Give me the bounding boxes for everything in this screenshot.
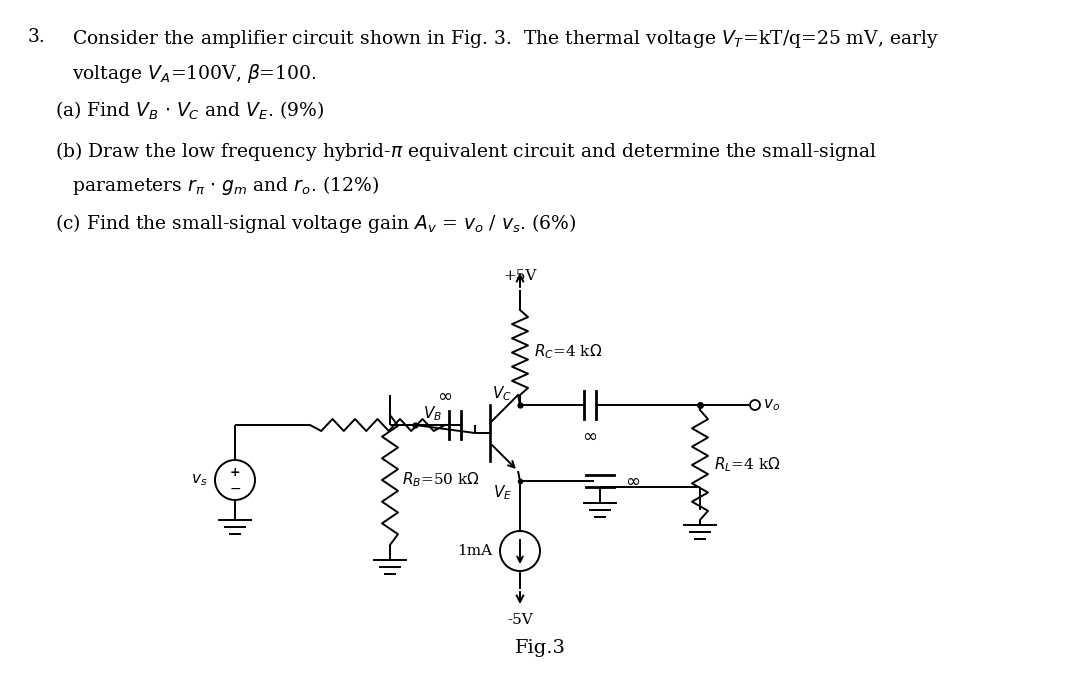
Text: $\infty$: $\infty$ bbox=[625, 472, 640, 490]
Text: (b) Draw the low frequency hybrid-$\pi$ equivalent circuit and determine the sma: (b) Draw the low frequency hybrid-$\pi$ … bbox=[55, 140, 877, 163]
Text: $\infty$: $\infty$ bbox=[437, 387, 453, 405]
Text: Consider the amplifier circuit shown in Fig. 3.  The thermal voltage $V_T$=kT/q=: Consider the amplifier circuit shown in … bbox=[72, 28, 939, 50]
Text: Fig.3: Fig.3 bbox=[514, 639, 566, 657]
Text: $V_B$: $V_B$ bbox=[423, 404, 442, 423]
Text: 3.: 3. bbox=[28, 28, 45, 46]
Text: $\infty$: $\infty$ bbox=[582, 427, 597, 445]
Text: +5V: +5V bbox=[503, 269, 537, 283]
Text: 1mA: 1mA bbox=[457, 544, 492, 558]
Text: $v_s$: $v_s$ bbox=[191, 472, 207, 488]
Text: +: + bbox=[230, 466, 241, 479]
Text: (c) Find the small-signal voltage gain $A_v$ = $v_o$ / $v_s$. (6%): (c) Find the small-signal voltage gain $… bbox=[55, 212, 577, 235]
Text: -5V: -5V bbox=[508, 613, 532, 627]
Text: −: − bbox=[229, 482, 241, 496]
Text: $V_E$: $V_E$ bbox=[492, 483, 512, 501]
Text: parameters $r_{\pi}$ $\cdot$ $g_m$ and $r_o$. (12%): parameters $r_{\pi}$ $\cdot$ $g_m$ and $… bbox=[72, 174, 379, 197]
Text: (a) Find $V_B$ $\cdot$ $V_C$ and $V_E$. (9%): (a) Find $V_B$ $\cdot$ $V_C$ and $V_E$. … bbox=[55, 100, 324, 122]
Text: $v_o$: $v_o$ bbox=[762, 397, 780, 413]
Text: $R_L$=4 k$\Omega$: $R_L$=4 k$\Omega$ bbox=[714, 456, 781, 474]
Text: voltage $V_A$=100V, $\beta$=100.: voltage $V_A$=100V, $\beta$=100. bbox=[72, 62, 316, 85]
Text: $R_B$=50 k$\Omega$: $R_B$=50 k$\Omega$ bbox=[402, 471, 480, 489]
Text: $R_C$=4 k$\Omega$: $R_C$=4 k$\Omega$ bbox=[534, 343, 603, 361]
Text: $V_C$: $V_C$ bbox=[492, 384, 512, 403]
